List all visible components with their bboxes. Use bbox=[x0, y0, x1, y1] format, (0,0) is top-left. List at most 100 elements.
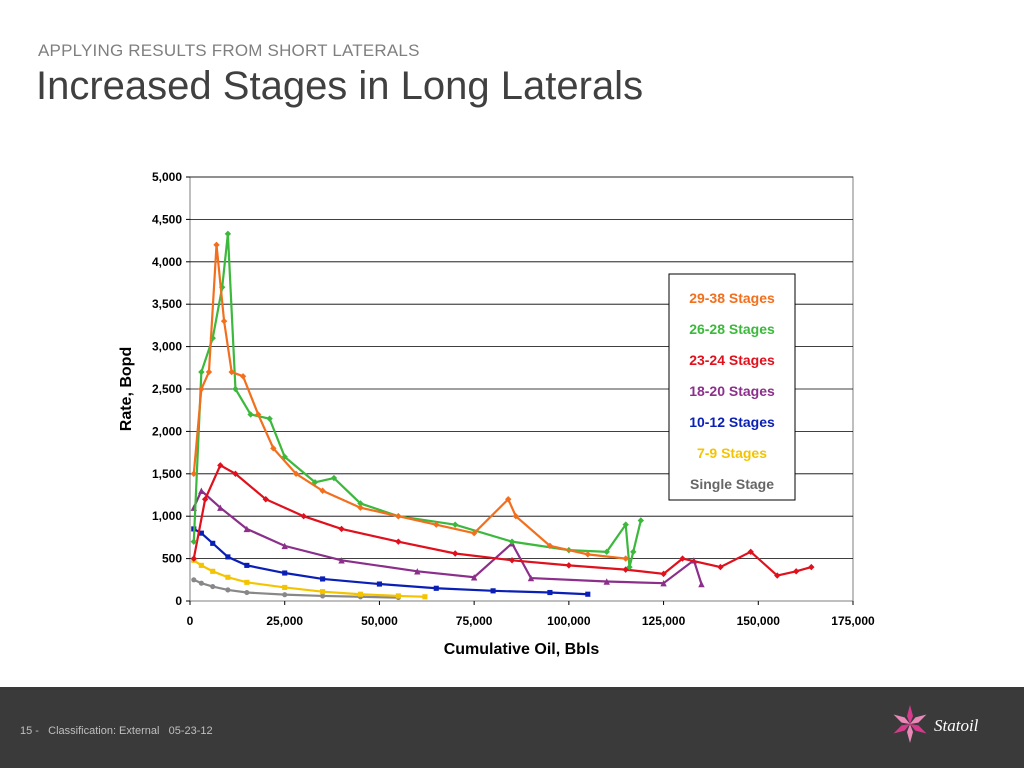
series-23-24-stages bbox=[190, 462, 815, 579]
data-point bbox=[512, 513, 520, 520]
x-tick-label: 75,000 bbox=[456, 614, 493, 628]
data-point bbox=[395, 538, 402, 545]
slide-subtitle: APPLYING RESULTS FROM SHORT LATERALS bbox=[38, 41, 420, 60]
data-point bbox=[244, 579, 250, 585]
data-point bbox=[422, 594, 428, 600]
logo-wordmark: Statoil bbox=[934, 716, 979, 735]
data-point bbox=[470, 529, 478, 537]
data-point bbox=[508, 538, 516, 545]
data-point bbox=[637, 517, 645, 524]
data-point bbox=[232, 385, 239, 393]
data-point bbox=[198, 580, 204, 586]
legend-entry: 7-9 Stages bbox=[697, 445, 767, 461]
legend-entry: 29-38 Stages bbox=[689, 290, 775, 306]
data-point bbox=[224, 230, 232, 238]
data-point bbox=[357, 500, 364, 507]
data-point bbox=[266, 415, 273, 422]
x-tick-label: 125,000 bbox=[642, 614, 686, 628]
series-line bbox=[193, 559, 425, 598]
data-point bbox=[490, 588, 496, 594]
classification-label: Classification: External bbox=[48, 725, 160, 737]
data-point bbox=[300, 513, 307, 520]
data-point bbox=[244, 589, 250, 596]
data-point bbox=[622, 521, 629, 528]
y-tick-label: 4,000 bbox=[152, 255, 182, 269]
x-tick-label: 50,000 bbox=[361, 614, 398, 628]
data-point bbox=[792, 568, 800, 575]
data-point bbox=[320, 589, 326, 595]
data-point bbox=[357, 504, 364, 511]
data-point bbox=[630, 548, 637, 556]
data-point bbox=[225, 587, 231, 593]
data-point bbox=[190, 538, 197, 545]
x-tick-label: 150,000 bbox=[737, 614, 781, 628]
data-point bbox=[262, 496, 269, 503]
data-point bbox=[292, 470, 300, 477]
series-line bbox=[192, 244, 626, 560]
x-tick-label: 0 bbox=[187, 614, 194, 628]
data-point bbox=[679, 555, 686, 562]
data-point bbox=[330, 474, 338, 482]
data-point bbox=[433, 585, 439, 591]
y-tick-label: 3,000 bbox=[152, 340, 182, 354]
data-point bbox=[190, 470, 197, 477]
data-point bbox=[254, 411, 262, 418]
data-point bbox=[470, 574, 478, 581]
legend-entry: Single Stage bbox=[690, 476, 774, 492]
footer-info: 15 - Classification: External 05-23-12 bbox=[20, 725, 213, 737]
data-point bbox=[395, 593, 401, 599]
data-point bbox=[338, 525, 345, 533]
data-point bbox=[547, 589, 553, 596]
data-point bbox=[747, 548, 754, 556]
data-point bbox=[198, 530, 204, 536]
data-point bbox=[584, 551, 591, 558]
y-tick-label: 500 bbox=[162, 552, 182, 566]
data-point bbox=[546, 542, 554, 550]
data-point bbox=[190, 555, 197, 562]
data-point bbox=[217, 462, 224, 469]
data-point bbox=[357, 591, 364, 597]
data-point bbox=[717, 563, 724, 571]
data-point bbox=[376, 581, 382, 587]
data-point bbox=[239, 373, 247, 380]
series-7-9-stages bbox=[191, 557, 428, 600]
y-tick-label: 1,000 bbox=[152, 509, 182, 523]
data-point bbox=[198, 562, 204, 568]
data-point bbox=[508, 557, 516, 564]
data-point bbox=[585, 591, 591, 597]
data-point bbox=[622, 566, 629, 573]
series-single-stage bbox=[191, 577, 401, 601]
data-point bbox=[565, 562, 573, 569]
legend-entry: 10-12 Stages bbox=[689, 414, 775, 430]
data-point bbox=[201, 496, 209, 503]
data-point bbox=[247, 411, 254, 418]
data-point bbox=[232, 470, 239, 477]
data-point bbox=[198, 487, 205, 494]
legend-entry: 18-20 Stages bbox=[689, 383, 775, 399]
footer-separator: - bbox=[32, 725, 49, 737]
data-point bbox=[603, 548, 610, 556]
series-18-20-stages bbox=[190, 487, 705, 588]
footer-date: 05-23-12 bbox=[168, 725, 213, 737]
data-point bbox=[198, 368, 205, 376]
data-point bbox=[205, 368, 213, 376]
data-point bbox=[210, 540, 216, 546]
data-point bbox=[808, 563, 815, 571]
y-tick-label: 0 bbox=[175, 594, 182, 608]
data-point bbox=[452, 521, 459, 528]
series-29-38-stages bbox=[190, 241, 629, 562]
x-tick-label: 100,000 bbox=[547, 614, 591, 628]
data-point bbox=[210, 584, 216, 590]
data-point bbox=[225, 574, 231, 580]
y-tick-label: 1,500 bbox=[152, 467, 182, 481]
slide-footer: 15 - Classification: External 05-23-12 S… bbox=[0, 687, 1024, 768]
data-point bbox=[774, 572, 781, 579]
data-point bbox=[660, 579, 667, 587]
y-tick-label: 5,000 bbox=[152, 170, 182, 184]
data-point bbox=[414, 568, 421, 575]
data-point bbox=[198, 385, 205, 393]
legend-entry: 26-28 Stages bbox=[689, 321, 775, 337]
x-tick-label: 25,000 bbox=[266, 614, 303, 628]
series-line bbox=[192, 488, 703, 585]
scatter-chart: 0 500 1,000 1,500 2,000 2,500 3,000 3,500 4,000 4… bbox=[118, 170, 875, 658]
